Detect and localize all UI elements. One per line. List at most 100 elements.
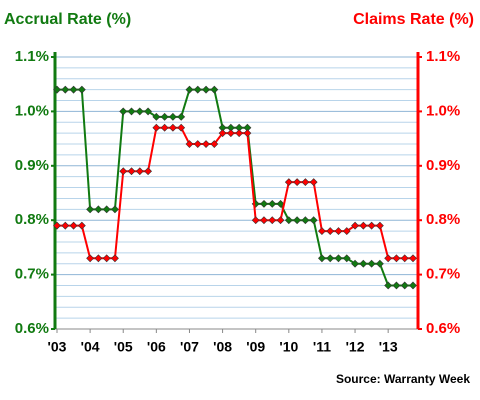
- point-marker: [127, 107, 136, 116]
- point-marker: [177, 112, 186, 121]
- y-tick-label: 0.8%: [15, 211, 49, 228]
- point-marker: [326, 254, 335, 263]
- point-marker: [119, 107, 128, 116]
- point-marker: [284, 178, 293, 187]
- y-tick-label: 0.7%: [15, 266, 49, 283]
- x-tick-label: '08: [213, 339, 232, 355]
- point-marker: [276, 199, 285, 208]
- x-tick-label: '03: [48, 339, 67, 355]
- y-tick-label: 1.1%: [15, 48, 49, 65]
- point-marker: [251, 216, 260, 225]
- point-marker: [318, 227, 326, 236]
- point-marker: [268, 199, 277, 208]
- x-tick-label: '12: [346, 339, 365, 355]
- point-marker: [284, 216, 293, 225]
- point-marker: [77, 85, 86, 94]
- point-marker: [400, 254, 409, 263]
- y-tick-label: 0.6%: [15, 320, 49, 337]
- point-marker: [218, 129, 227, 138]
- point-marker: [193, 140, 202, 148]
- x-tick-label: '05: [114, 339, 133, 355]
- point-marker: [375, 259, 384, 268]
- y2-tick-label: 1.0%: [426, 102, 460, 119]
- point-marker: [342, 227, 351, 236]
- point-marker: [409, 281, 417, 290]
- y2-tick-label: 0.9%: [426, 157, 460, 174]
- point-marker: [351, 259, 359, 268]
- point-marker: [392, 281, 401, 290]
- y2-tick-label: 0.8%: [426, 211, 460, 228]
- chart-title: Accrual Rate (%): [4, 11, 131, 28]
- point-marker: [94, 205, 103, 214]
- point-marker: [69, 221, 78, 230]
- point-marker: [61, 85, 70, 94]
- y-tick-label: 0.9%: [15, 157, 49, 174]
- x-tick-label: '07: [180, 339, 199, 355]
- point-marker: [94, 254, 103, 263]
- point-marker: [168, 112, 177, 121]
- point-marker: [111, 205, 119, 214]
- y-tick-label: 1.0%: [15, 102, 49, 119]
- point-marker: [102, 205, 111, 214]
- x-tick-label: '11: [313, 339, 331, 355]
- point-marker: [409, 254, 417, 263]
- point-marker: [235, 129, 244, 138]
- point-marker: [185, 140, 194, 148]
- y2-tick-label: 0.6%: [426, 320, 460, 337]
- point-marker: [268, 216, 277, 225]
- point-marker: [119, 167, 128, 176]
- point-marker: [160, 123, 169, 132]
- point-marker: [210, 140, 219, 148]
- x-tick-label: '09: [246, 339, 265, 355]
- y2-tick-label: 0.7%: [426, 266, 460, 283]
- point-marker: [276, 216, 285, 225]
- point-marker: [309, 178, 318, 187]
- point-marker: [210, 85, 219, 94]
- point-marker: [243, 129, 252, 138]
- point-marker: [293, 178, 302, 187]
- point-marker: [384, 281, 393, 290]
- point-marker: [260, 199, 268, 208]
- point-marker: [301, 216, 310, 225]
- point-marker: [53, 221, 61, 230]
- point-marker: [334, 254, 343, 263]
- point-marker: [77, 221, 86, 230]
- point-marker: [301, 178, 310, 187]
- point-marker: [111, 254, 119, 263]
- point-marker: [367, 221, 376, 230]
- point-marker: [185, 85, 194, 94]
- point-marker: [326, 227, 335, 236]
- point-marker: [367, 259, 376, 268]
- point-marker: [359, 221, 368, 230]
- point-marker: [202, 85, 210, 94]
- x-tick-label: '04: [81, 339, 100, 355]
- point-marker: [351, 221, 359, 230]
- x-tick-label: '13: [379, 339, 398, 355]
- x-tick-label: '06: [147, 339, 166, 355]
- point-marker: [86, 205, 95, 214]
- point-marker: [400, 281, 409, 290]
- point-marker: [152, 123, 161, 132]
- source: Source: Warranty Week: [336, 372, 470, 386]
- point-marker: [392, 254, 401, 263]
- y2-tick-label: 1.1%: [426, 48, 460, 65]
- point-marker: [61, 221, 70, 230]
- point-marker: [135, 167, 144, 176]
- point-marker: [86, 254, 95, 263]
- point-marker: [53, 85, 61, 94]
- point-marker: [318, 254, 326, 263]
- point-marker: [135, 107, 144, 116]
- point-marker: [384, 254, 393, 263]
- point-marker: [127, 167, 136, 176]
- point-marker: [309, 216, 318, 225]
- point-marker: [177, 123, 186, 132]
- point-marker: [202, 140, 210, 148]
- point-marker: [152, 112, 161, 121]
- point-marker: [226, 129, 235, 138]
- point-marker: [375, 221, 384, 230]
- y2-title: Claims Rate (%): [353, 11, 474, 28]
- point-marker: [293, 216, 302, 225]
- point-marker: [359, 259, 368, 268]
